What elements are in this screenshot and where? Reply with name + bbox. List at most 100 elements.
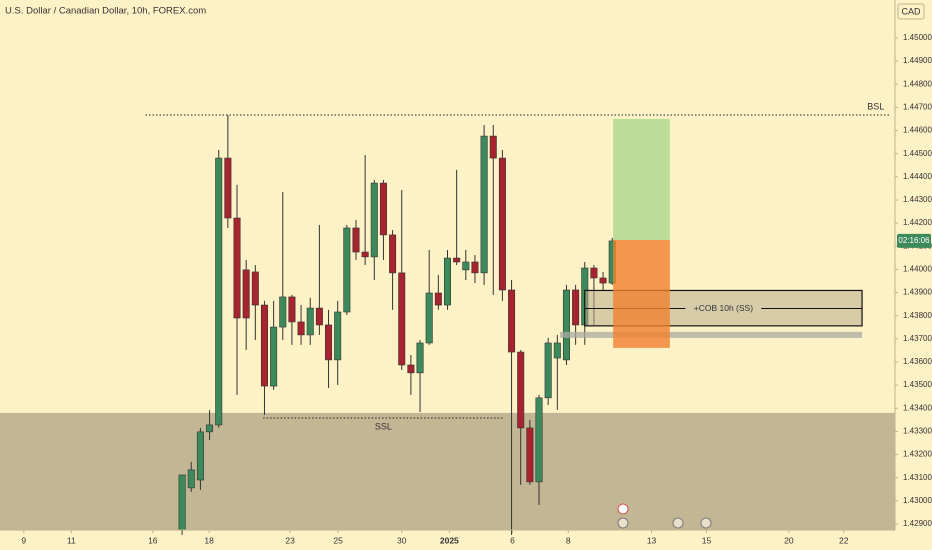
y-tick-label: 1.44200 xyxy=(903,218,932,227)
candle-body xyxy=(334,311,342,361)
band xyxy=(560,331,863,338)
axes: 1.45000 1.44900 1.44800 1.44700 1.44600 1.445… xyxy=(21,33,932,545)
candle-body xyxy=(462,261,470,271)
y-tick-label: 1.45000 xyxy=(903,33,932,42)
candle-body xyxy=(288,296,296,323)
candle-body xyxy=(517,351,525,429)
candle-body xyxy=(370,182,378,258)
x-tick-label: 11 xyxy=(67,535,76,545)
event-icon[interactable] xyxy=(672,517,684,529)
y-tick-label: 1.44400 xyxy=(903,172,932,181)
candle-body xyxy=(224,157,232,219)
support-zone xyxy=(0,412,895,530)
y-tick-label: 1.44000 xyxy=(903,265,932,274)
y-tick-label: 1.43200 xyxy=(903,450,932,459)
candle-body xyxy=(553,342,561,359)
target-zone xyxy=(613,118,670,241)
x-tick-label: 16 xyxy=(148,535,158,545)
event-icon[interactable] xyxy=(700,517,712,529)
candle-body xyxy=(260,304,268,387)
y-tick-label: 1.44300 xyxy=(903,195,932,204)
order-block-label-bg xyxy=(685,302,762,315)
candle-body xyxy=(398,272,406,366)
x-tick-label: 20 xyxy=(784,535,794,545)
candle-body xyxy=(443,257,452,306)
candle-body xyxy=(325,324,333,361)
y-tick-label: 1.44800 xyxy=(903,79,932,88)
x-tick-label: 6 xyxy=(510,535,515,545)
stop-zone xyxy=(613,240,670,348)
candle-body xyxy=(508,289,516,353)
candle-body xyxy=(562,289,570,361)
y-tick-label: 1.44700 xyxy=(903,102,932,111)
candle-body xyxy=(407,364,415,374)
order-block-label: +COB 10h (SS) xyxy=(694,303,753,313)
candle-body xyxy=(352,227,360,253)
candle-body xyxy=(242,269,250,319)
candle-body xyxy=(379,182,387,236)
y-tick-label: 1.42900 xyxy=(903,519,932,528)
y-tick-label: 1.44600 xyxy=(903,126,932,135)
x-tick-label: 22 xyxy=(839,535,849,545)
candle-body xyxy=(279,296,287,328)
y-tick-label: 1.43700 xyxy=(903,334,932,343)
drawings: +COB 10h (SS) BSL SSL xyxy=(145,101,891,431)
level-label: SSL xyxy=(375,421,392,431)
y-tick-label: 1.43500 xyxy=(903,380,932,389)
candle-body xyxy=(590,267,598,279)
x-tick-label: 13 xyxy=(647,535,657,545)
y-tick-label: 1.43000 xyxy=(903,496,932,505)
candle-body xyxy=(434,292,442,306)
candle-body xyxy=(196,431,204,481)
currency-box[interactable] xyxy=(897,3,925,20)
candle-body xyxy=(416,342,424,374)
y-tick-label: 1.44900 xyxy=(903,56,932,65)
candle-body xyxy=(480,135,488,274)
candle-body xyxy=(599,277,607,284)
candle-body xyxy=(206,424,214,433)
y-tick-label: 1.43100 xyxy=(903,473,932,482)
x-tick-label: 30 xyxy=(397,535,407,545)
event-icon[interactable] xyxy=(617,517,629,529)
x-tick-label: 8 xyxy=(566,535,571,545)
candle-body xyxy=(270,326,278,387)
x-tick-label: 25 xyxy=(333,535,343,545)
candle-body xyxy=(297,321,305,336)
x-tick-label: 18 xyxy=(204,535,214,545)
y-tick-label: 1.43300 xyxy=(903,427,932,436)
candle-body xyxy=(306,307,314,336)
y-tick-label: 1.43800 xyxy=(903,311,932,320)
x-tick-label: 2025 xyxy=(440,535,459,545)
countdown: 02:16:06 xyxy=(898,236,930,245)
candle-body xyxy=(572,289,580,326)
y-tick-label: 1.44500 xyxy=(903,149,932,158)
event-icons xyxy=(617,503,712,529)
candle-body xyxy=(453,257,461,263)
y-tick-label: 1.43400 xyxy=(903,403,932,412)
candle-body xyxy=(187,469,195,489)
currency[interactable]: CAD xyxy=(901,6,921,16)
candle-body xyxy=(471,261,479,274)
candle-body xyxy=(251,271,259,306)
candle-body xyxy=(178,474,186,531)
candle-body xyxy=(544,342,552,399)
candle-body xyxy=(343,227,351,313)
candle-body xyxy=(315,307,323,326)
zones xyxy=(0,412,895,530)
level-label: BSL xyxy=(867,101,884,111)
last-price-badge xyxy=(897,233,931,248)
x-tick-label: 15 xyxy=(702,535,712,545)
x-tick-label: 9 xyxy=(21,535,26,545)
x-tick-label: 23 xyxy=(285,535,295,545)
candle-body xyxy=(526,427,534,483)
event-icon[interactable] xyxy=(617,503,629,515)
y-tick-label: 1.43900 xyxy=(903,288,932,297)
y-tick-label: 1.43600 xyxy=(903,357,932,366)
candle-body xyxy=(498,157,506,291)
candle-body xyxy=(233,217,241,319)
candles xyxy=(178,115,616,535)
chart-title: U.S. Dollar / Canadian Dollar, 10h, FORE… xyxy=(5,6,206,17)
candle-body xyxy=(389,234,397,274)
